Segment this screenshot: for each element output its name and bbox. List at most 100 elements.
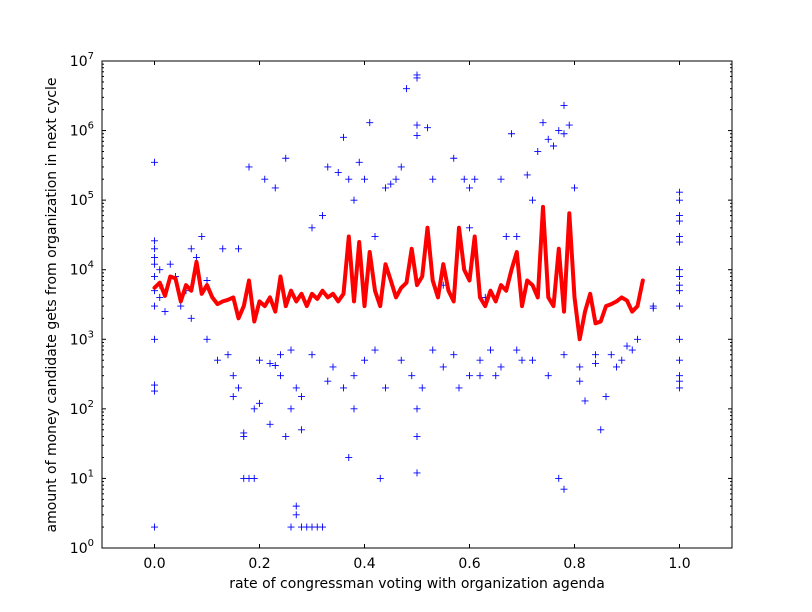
- scatter-point: [602, 393, 610, 401]
- scatter-point: [576, 377, 584, 385]
- scatter-point: [214, 356, 221, 364]
- scatter-point: [235, 384, 242, 392]
- scatter-point: [529, 356, 536, 364]
- scatter-point: [292, 502, 300, 510]
- scatter-point: [676, 238, 683, 246]
- scatter-point: [151, 387, 158, 395]
- scatter-point: [676, 377, 683, 385]
- scatter-point: [555, 127, 563, 135]
- scatter-point: [187, 245, 195, 253]
- trend-line-series: [152, 204, 645, 342]
- scatter-point: [560, 130, 568, 138]
- scatter-point: [177, 302, 185, 310]
- scatter-point: [508, 130, 515, 138]
- scatter-point: [676, 384, 683, 392]
- scatter-point: [371, 233, 379, 241]
- scatter-point: [151, 381, 158, 389]
- scatter-point: [203, 276, 211, 284]
- scatter-point: [534, 148, 542, 156]
- scatter-point: [308, 224, 316, 232]
- scatter-point: [571, 184, 578, 192]
- scatter-point: [292, 384, 300, 392]
- scatter-point: [560, 351, 568, 359]
- x-tick-label: 0.0: [143, 556, 165, 572]
- scatter-point: [203, 335, 211, 343]
- scatter-point: [151, 523, 158, 531]
- scatter-point: [224, 351, 232, 359]
- scatter-point: [151, 335, 158, 343]
- scatter-point: [287, 523, 295, 531]
- scatter-point: [392, 175, 400, 183]
- scatter-point: [476, 356, 484, 364]
- scatter-point: [476, 372, 484, 380]
- scatter-point: [256, 399, 263, 407]
- scatter-point: [219, 245, 227, 253]
- y-tick-label: 100: [70, 538, 94, 557]
- x-tick-label: 0.6: [458, 556, 480, 572]
- scatter-point: [340, 133, 347, 141]
- scatter-point: [439, 363, 447, 371]
- scatter-point: [376, 474, 384, 482]
- scatter-point: [523, 171, 531, 179]
- scatter-point: [298, 426, 305, 434]
- scatter-point: [487, 346, 494, 354]
- scatter-point: [350, 405, 358, 413]
- scatter-point: [676, 287, 683, 295]
- y-tick-label: 102: [70, 399, 94, 418]
- scatter-point: [560, 101, 568, 109]
- scatter-point: [271, 184, 279, 192]
- scatter-series: [151, 71, 683, 531]
- scatter-point: [413, 121, 421, 129]
- scatter-point: [676, 217, 683, 225]
- scatter-point: [513, 346, 521, 354]
- scatter-point: [308, 351, 316, 359]
- scatter-point: [544, 372, 552, 380]
- scatter-point: [613, 363, 620, 371]
- scatter-point: [151, 260, 158, 268]
- scatter-point: [497, 363, 505, 371]
- trend-line: [152, 204, 645, 342]
- scatter-point: [634, 335, 641, 343]
- scatter-point: [429, 175, 437, 183]
- scatter-point: [592, 351, 599, 359]
- scatter-point: [298, 393, 305, 401]
- scatter-point: [250, 405, 258, 413]
- scatter-point: [361, 356, 368, 364]
- scatter-point: [266, 359, 274, 367]
- scatter-point: [623, 342, 631, 350]
- scatter-point: [581, 397, 589, 405]
- scatter-point: [371, 346, 379, 354]
- scatter-point: [676, 356, 683, 364]
- scatter-point: [387, 180, 395, 188]
- scatter-point: [382, 384, 389, 392]
- scatter-point: [592, 359, 599, 367]
- scatter-point: [282, 433, 290, 441]
- scatter-point: [151, 302, 158, 310]
- scatter-point: [539, 119, 547, 127]
- scatter-point: [266, 420, 274, 428]
- scatter-point: [319, 523, 326, 531]
- scatter-point: [676, 272, 683, 280]
- scatter-point: [413, 71, 421, 79]
- scatter-point: [497, 175, 505, 183]
- scatter-point: [324, 163, 332, 171]
- scatter-point: [282, 154, 290, 162]
- scatter-point: [607, 351, 615, 359]
- scatter-point: [161, 308, 169, 316]
- scatter-point: [492, 372, 500, 380]
- scatter-point: [618, 356, 626, 364]
- scatter-point: [676, 302, 683, 310]
- scatter-point: [256, 356, 263, 364]
- scatter-point: [271, 361, 279, 369]
- scatter-point: [366, 119, 374, 127]
- scatter-point: [676, 335, 683, 343]
- y-tick-label: 105: [70, 190, 94, 209]
- scatter-point: [466, 224, 473, 232]
- scatter-point: [287, 346, 295, 354]
- scatter-point: [261, 175, 269, 183]
- y-axis: 100 101 102 103 104 105 106 107: [70, 51, 732, 557]
- scatter-point: [151, 272, 158, 280]
- scatter-point: [676, 266, 683, 274]
- scatter-point: [513, 233, 521, 241]
